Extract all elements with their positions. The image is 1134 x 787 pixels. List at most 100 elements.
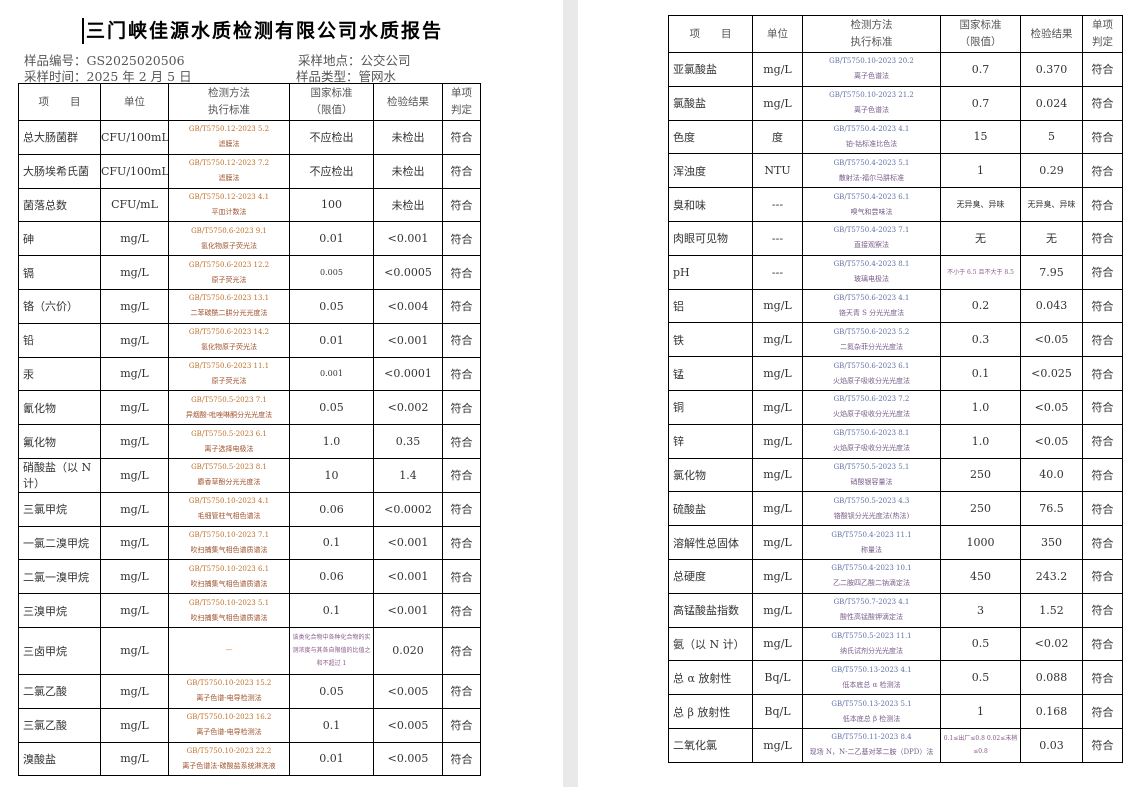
header-text: 国家标准	[959, 19, 1002, 31]
table-header-row: 项 目单位 检测方法 执行标准 国家标准 （限值） 检验结果 单项 判定	[18, 83, 481, 121]
method-cell: GB/T5750.4-2023 8.1 玻璃电极法	[802, 254, 941, 290]
method-code: GB/T5750.10-2023 6.1	[188, 564, 270, 573]
limit: 0.05	[289, 390, 374, 426]
method-cell: GB/T5750.10-2023 5.1 吹扫捕集气相色谱质谱法	[168, 593, 290, 628]
report-page-2: 项 目单位 检测方法 执行标准 国家标准 （限值） 检验结果 单项 判定 亚氯酸盐 mg/L GB/…	[578, 0, 1134, 787]
limit: 无	[940, 220, 1021, 256]
limit: 0.001	[289, 356, 374, 392]
table-row: 镉 mg/L GB/T5750.6-2023 12.2 原子荧光法 0.005 <0.00…	[18, 255, 481, 290]
limit: 3	[940, 592, 1021, 628]
limit: 1.0	[289, 424, 374, 459]
judgement: 符合	[442, 187, 481, 223]
table-row: 二氯一溴甲烷 mg/L GB/T5750.10-2023 6.1 吹扫捕集气相色谱质谱…	[18, 559, 481, 595]
result: <0.002	[373, 390, 443, 426]
method-name: 铬天青 S 分光光度法	[838, 308, 905, 317]
method-code: ---	[225, 646, 233, 655]
judgement: 符合	[442, 255, 481, 290]
method-code: GB/T5750.6-2023 8.1	[833, 429, 910, 438]
table-row: 总 β 放射性 Bq/L GB/T5750.13-2023 5.1 低本底总 β 检测…	[668, 694, 1123, 729]
header-text: 项 目	[689, 27, 732, 40]
limit: 10	[289, 457, 374, 493]
limit: 0.01	[289, 741, 374, 777]
method-name: 酸性高锰酸钾滴定法	[840, 613, 903, 622]
item-name: 氰化物	[18, 390, 101, 426]
limit: 0.2	[940, 288, 1021, 324]
table-row: 总硬度 mg/L GB/T5750.4-2023 10.1 乙二胺四乙酸二钠滴定法 45…	[668, 558, 1123, 594]
limit: 0.06	[289, 559, 374, 595]
method-code: GB/T5750.4-2023 5.1	[833, 158, 910, 167]
judgement: 符合	[1082, 558, 1123, 594]
judgement: 符合	[1082, 592, 1123, 628]
table-row: 大肠埃希氏菌 CFU/100mL GB/T5750.12-2023 7.2 滤膜法 不应…	[18, 153, 481, 189]
judgement: 符合	[442, 424, 481, 459]
sample-time: 采样时间：2025 年 2 月 5 日	[24, 69, 192, 84]
result: 7.95	[1020, 254, 1083, 290]
table-row: 氯化物 mg/L GB/T5750.5-2023 5.1 硝酸银容量法 250 40.0 符…	[668, 457, 1123, 493]
method-cell: GB/T5750.7-2023 4.1 酸性高锰酸钾滴定法	[802, 592, 941, 628]
limit: 0.05	[289, 673, 374, 709]
limit: 1.0	[940, 423, 1021, 459]
judgement: 符合	[1082, 626, 1123, 662]
item-name: 硝酸盐（以 N 计）	[18, 457, 101, 493]
limit: 0.1≤出厂≤0.8 0.02≤末梢≤0.8	[940, 727, 1021, 763]
table-row: 铝 mg/L GB/T5750.6-2023 4.1 铬天青 S 分光光度法 0.2 0.…	[668, 288, 1123, 324]
method-name: 离子色谱法	[854, 106, 889, 115]
header-text: 检测方法	[208, 87, 250, 99]
limit: 无异臭、异味	[940, 187, 1021, 222]
unit: mg/L	[752, 525, 803, 560]
unit: mg/L	[752, 356, 803, 391]
judgement: 符合	[1082, 187, 1123, 222]
table-row: 溶解性总固体 mg/L GB/T5750.4-2023 11.1 称量法 1000 350…	[668, 525, 1123, 560]
method-cell: GB/T5750.6-2023 12.2 原子荧光法	[168, 255, 290, 290]
method-name: 离子色谱法	[854, 72, 889, 81]
result: 0.043	[1020, 288, 1083, 324]
header-text: 单位	[124, 95, 145, 108]
judgement: 符合	[1082, 389, 1123, 425]
header-cell: 单位	[752, 15, 803, 53]
table-row: 肉眼可见物 --- GB/T5750.4-2023 7.1 直接观察法无无符合	[668, 220, 1123, 256]
unit: 度	[752, 119, 803, 155]
limit: 1.0	[940, 389, 1021, 425]
header-text: 执行标准	[850, 36, 893, 48]
item-name: 二氧化氯	[668, 727, 753, 763]
unit: mg/L	[100, 741, 169, 777]
method-cell: GB/T5750.10-2023 16.2 离子色谱-电导检测法	[168, 707, 290, 743]
table-row: 锌 mg/L GB/T5750.6-2023 8.1 火焰原子吸收分光光度法 1.0 <0…	[668, 423, 1123, 459]
header-cell: 单位	[100, 83, 169, 121]
table-row: 高锰酸盐指数 mg/L GB/T5750.7-2023 4.1 酸性高锰酸钾滴定法 3 1…	[668, 592, 1123, 628]
table-header-row: 项 目单位 检测方法 执行标准 国家标准 （限值） 检验结果 单项 判定	[668, 15, 1123, 53]
result: <0.001	[373, 322, 443, 358]
table-row: 三溴甲烷 mg/L GB/T5750.10-2023 5.1 吹扫捕集气相色谱质谱法 0…	[18, 593, 481, 628]
table-row: 三氯甲烷 mg/L GB/T5750.10-2023 4.1 毛细管柱气相色谱法 0.0…	[18, 491, 481, 527]
result: 0.03	[1020, 727, 1083, 763]
method-name: 氢化物原子荧光法	[201, 241, 257, 250]
limit: 0.1	[289, 525, 374, 561]
method-code: GB/T5750.6-2023 5.2	[833, 327, 910, 336]
method-cell: GB/T5750.4-2023 6.1 嗅气和尝味法	[802, 187, 941, 222]
judgement: 符合	[1082, 85, 1123, 121]
table-row: 铬（六价） mg/L GB/T5750.6-2023 13.1 二苯碳酰二肼分光光度法…	[18, 288, 481, 324]
report-page-1: 三门峡佳源水质检测有限公司水质报告 样品编号：GS2025020506 采样地点…	[0, 0, 563, 787]
result: <0.0002	[373, 491, 443, 527]
table-row: 色度度 GB/T5750.4-2023 4.1 铂-钴标准比色法 15 5 符合	[668, 119, 1123, 155]
item-name: 氯酸盐	[668, 85, 753, 121]
table-row: 铁 mg/L GB/T5750.6-2023 5.2 二氮杂菲分光光度法 0.3 <0.0…	[668, 322, 1123, 358]
method-name: 毛细管柱气相色谱法	[197, 512, 261, 521]
unit: CFU/100mL	[100, 153, 169, 189]
item-name: 镉	[18, 255, 101, 290]
method-name: 离子色谱-电导检测法	[196, 694, 262, 703]
method-name: 低本底总 β 检测法	[842, 714, 901, 723]
method-cell: GB/T5750.12-2023 7.2 滤膜法	[168, 153, 290, 189]
limit: 1000	[940, 525, 1021, 560]
method-name: 麝香草酚分光光度法	[197, 478, 261, 487]
method-cell: GB/T5750.10-2023 7.1 吹扫捕集气相色谱质谱法	[168, 525, 290, 561]
judgement: 符合	[442, 525, 481, 561]
item-name: 总 β 放射性	[668, 694, 753, 729]
unit: mg/L	[752, 457, 803, 493]
limit: 不应检出	[289, 120, 374, 155]
limit: 15	[940, 119, 1021, 155]
method-code: GB/T5750.12-2023 4.1	[188, 192, 270, 201]
method-code: GB/T5750.10-2023 15.2	[186, 679, 272, 688]
item-name: 总硬度	[668, 558, 753, 594]
judgement: 符合	[1082, 153, 1123, 189]
